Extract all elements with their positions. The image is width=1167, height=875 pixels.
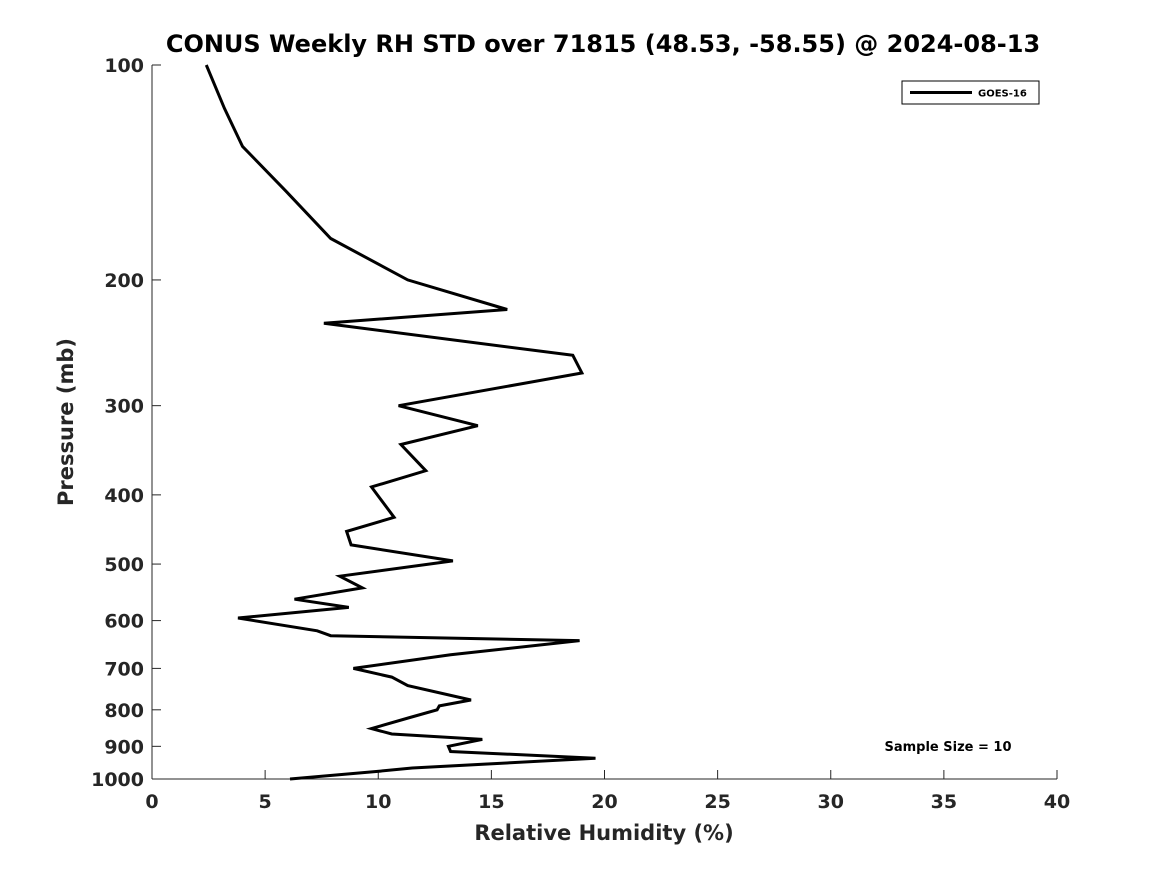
y-tick-label: 100 <box>104 55 144 77</box>
x-tick-label: 0 <box>145 791 158 813</box>
y-tick-label: 700 <box>104 658 144 680</box>
plot-area <box>152 65 1057 779</box>
y-ticks: 100 200 300 400 500 600 700 800 900 1000 <box>91 55 161 791</box>
x-tick-label: 25 <box>704 791 730 813</box>
y-tick-label: 600 <box>104 611 144 633</box>
series-line-goes-16 <box>204 64 596 781</box>
series-layer <box>204 64 596 781</box>
chart-title: CONUS Weekly RH STD over 71815 (48.53, -… <box>166 30 1040 58</box>
y-tick-label: 1000 <box>91 769 144 791</box>
x-tick-label: 20 <box>591 791 617 813</box>
x-axis-label: Relative Humidity (%) <box>474 821 733 845</box>
y-tick-label: 200 <box>104 270 144 292</box>
x-tick-label: 5 <box>259 791 272 813</box>
x-tick-label: 10 <box>365 791 391 813</box>
sample-size-annotation: Sample Size = 10 <box>884 740 1011 755</box>
y-tick-label: 300 <box>104 396 144 418</box>
y-tick-label: 800 <box>104 700 144 722</box>
x-tick-label: 15 <box>478 791 504 813</box>
legend-label-goes-16: GOES-16 <box>978 89 1027 100</box>
x-ticks: 0 5 10 15 20 25 30 35 40 <box>145 770 1070 813</box>
y-axis-label: Pressure (mb) <box>54 338 78 506</box>
legend: GOES-16 <box>901 80 1040 105</box>
y-tick-label: 900 <box>104 736 144 758</box>
y-tick-label: 400 <box>104 485 144 507</box>
x-tick-label: 30 <box>818 791 844 813</box>
x-tick-label: 40 <box>1044 791 1070 813</box>
y-tick-label: 500 <box>104 554 144 576</box>
x-tick-label: 35 <box>931 791 957 813</box>
